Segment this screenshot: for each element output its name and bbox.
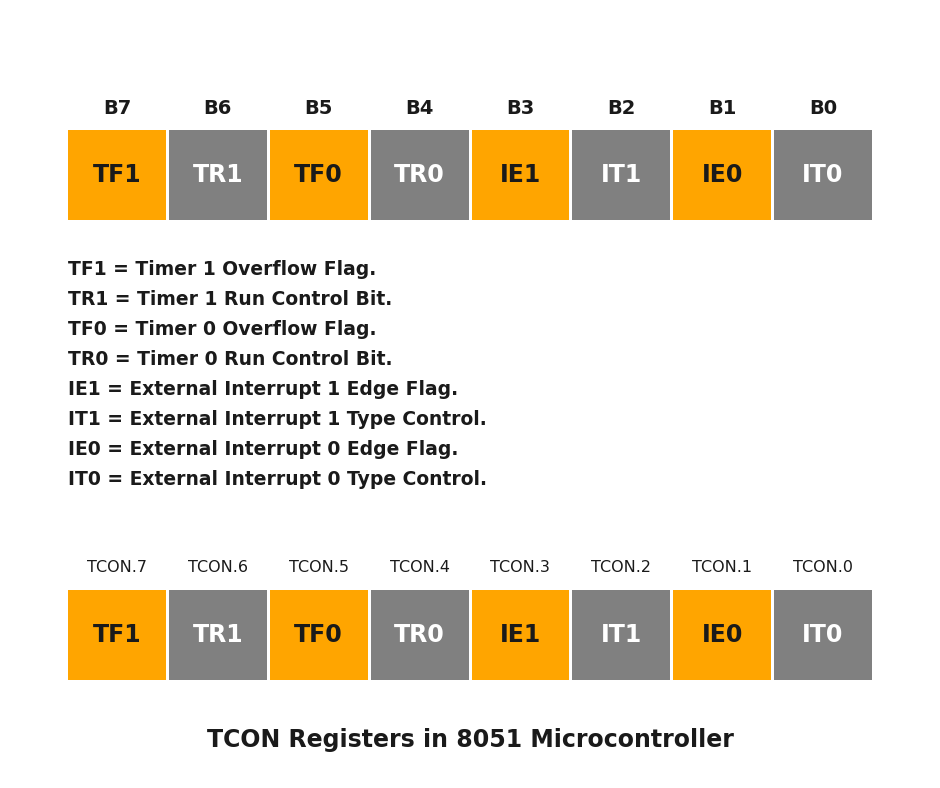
Text: IE0: IE0 [701,623,743,647]
Bar [370,590,468,680]
Text: TF1 = Timer 1 Overflow Flag.: TF1 = Timer 1 Overflow Flag. [68,260,376,279]
Text: TF0: TF0 [294,163,343,187]
Text: B2: B2 [607,98,635,117]
Text: IT0 = External Interrupt 0 Type Control.: IT0 = External Interrupt 0 Type Control. [68,470,487,489]
Text: TCON.5: TCON.5 [289,560,349,575]
Text: B5: B5 [305,98,333,117]
Text: TCON.2: TCON.2 [591,560,651,575]
Text: IT1 = External Interrupt 1 Type Control.: IT1 = External Interrupt 1 Type Control. [68,410,487,429]
Bar [270,130,368,220]
Text: B4: B4 [405,98,433,117]
Text: TR1: TR1 [193,163,243,187]
Bar [775,130,872,220]
Bar [775,590,872,680]
Bar [673,130,771,220]
Text: TCON.6: TCON.6 [188,560,248,575]
Text: B1: B1 [708,98,736,117]
Bar [68,130,165,220]
Bar [472,590,570,680]
Text: IT0: IT0 [803,163,844,187]
Text: IE1 = External Interrupt 1 Edge Flag.: IE1 = External Interrupt 1 Edge Flag. [68,380,458,399]
Text: TCON.0: TCON.0 [793,560,854,575]
Text: TCON.4: TCON.4 [389,560,449,575]
Text: IT0: IT0 [803,623,844,647]
Text: TR0: TR0 [394,623,445,647]
Text: TF0 = Timer 0 Overflow Flag.: TF0 = Timer 0 Overflow Flag. [68,320,377,339]
Text: TCON Registers in 8051 Microcontroller: TCON Registers in 8051 Microcontroller [207,728,733,752]
Text: TCON.7: TCON.7 [86,560,147,575]
Text: IE1: IE1 [500,623,541,647]
Bar [270,590,368,680]
Text: TCON.3: TCON.3 [491,560,551,575]
Text: IT1: IT1 [601,623,642,647]
Text: IE0: IE0 [701,163,743,187]
Text: TF1: TF1 [93,623,141,647]
Text: B0: B0 [809,98,838,117]
Bar [472,130,570,220]
Text: IT1: IT1 [601,163,642,187]
Text: TR0 = Timer 0 Run Control Bit.: TR0 = Timer 0 Run Control Bit. [68,350,393,369]
Bar [673,590,771,680]
Text: TCON.1: TCON.1 [692,560,752,575]
Text: TF1: TF1 [93,163,141,187]
Text: IE1: IE1 [500,163,541,187]
Bar [572,590,670,680]
Text: B7: B7 [102,98,131,117]
Text: TF0: TF0 [294,623,343,647]
Text: TR0: TR0 [394,163,445,187]
Bar [169,590,267,680]
Text: B6: B6 [204,98,232,117]
Bar [169,130,267,220]
Bar [572,130,670,220]
Bar [370,130,468,220]
Text: TR1: TR1 [193,623,243,647]
Bar [68,590,165,680]
Text: IE0 = External Interrupt 0 Edge Flag.: IE0 = External Interrupt 0 Edge Flag. [68,440,459,459]
Text: TR1 = Timer 1 Run Control Bit.: TR1 = Timer 1 Run Control Bit. [68,290,392,309]
Text: B3: B3 [507,98,535,117]
